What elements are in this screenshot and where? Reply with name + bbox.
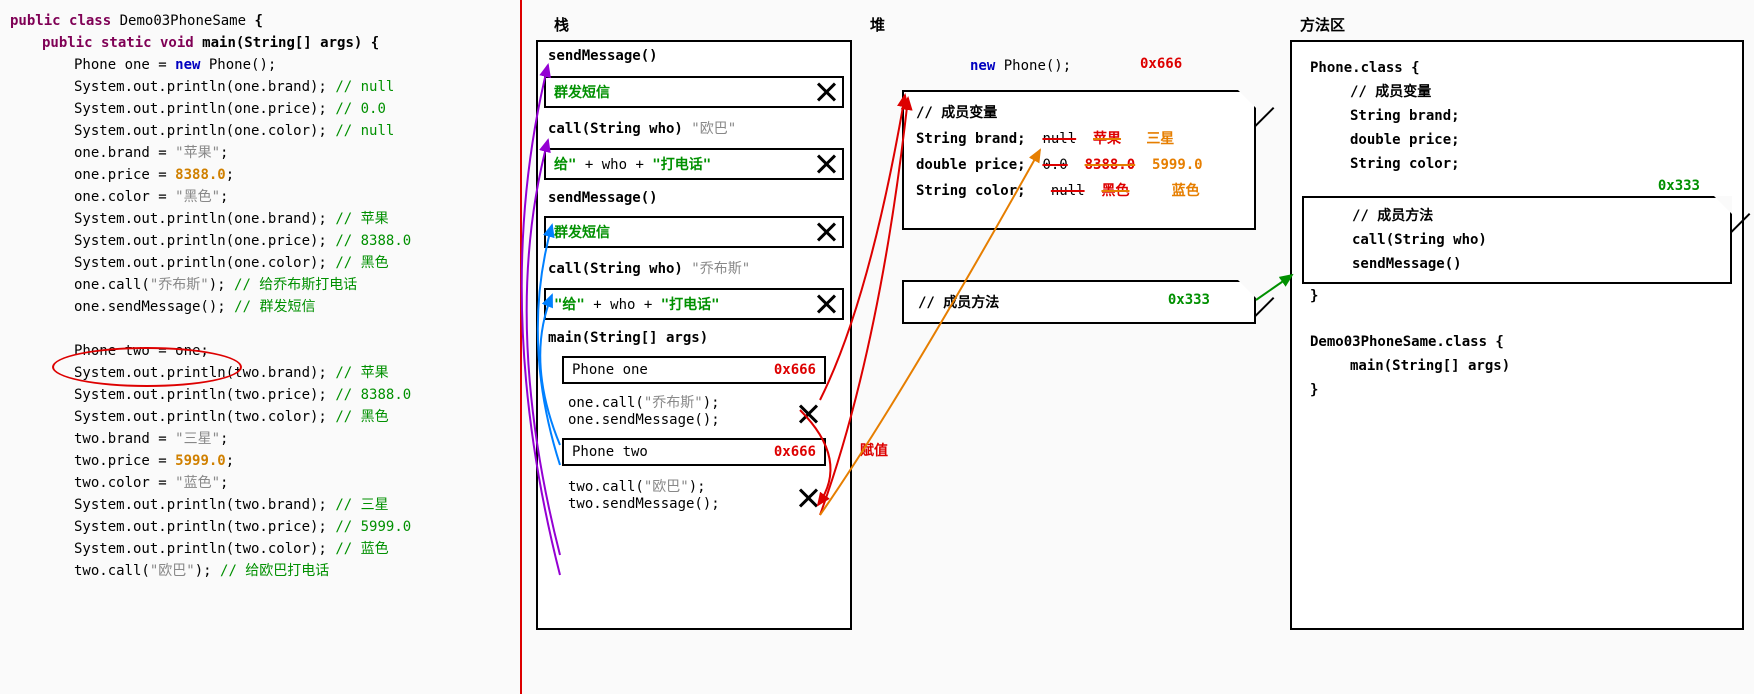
- cross-icon: [814, 292, 838, 316]
- code-line: System.out.println(two.price); // 8388.0: [10, 384, 520, 406]
- ma-line: }: [1310, 378, 1724, 402]
- var-box: Phone two0x666: [562, 438, 826, 466]
- method-subbox: // 成员方法0x333 call(String who) sendMessag…: [1302, 196, 1732, 284]
- code-line: two.color = "蓝色";: [10, 472, 520, 494]
- stack-frame-title: sendMessage(): [538, 186, 850, 210]
- code-line: one.call("乔布斯"); // 给乔布斯打电话: [10, 274, 520, 296]
- method-area-box: Phone.class { // 成员变量 String brand; doub…: [1290, 40, 1744, 630]
- class-header: Phone.class {: [1310, 56, 1724, 80]
- heap-field: double price; 0.0 8388.0 5999.0: [916, 152, 1242, 178]
- code-line: one.price = 8388.0;: [10, 164, 520, 186]
- cross-icon: [814, 220, 838, 244]
- code-line: one.brand = "苹果";: [10, 142, 520, 164]
- ma-line: call(String who): [1352, 228, 1722, 252]
- code-line: System.out.println(one.price); // 8388.0: [10, 230, 520, 252]
- ma-line: double price;: [1310, 128, 1724, 152]
- code-line: System.out.println(one.price); // 0.0: [10, 98, 520, 120]
- ma-line: main(String[] args): [1310, 354, 1724, 378]
- method-address: 0x333: [1168, 292, 1210, 308]
- call-line: one.sendMessage();: [538, 412, 850, 432]
- code-line: System.out.println(one.brand); // 苹果: [10, 208, 520, 230]
- ma-line: String brand;: [1310, 104, 1724, 128]
- source-code: public class Demo03PhoneSame { public st…: [0, 0, 520, 694]
- stack-frame-body: 给" + who + "打电话": [544, 148, 844, 180]
- code-line: System.out.println(one.color); // null: [10, 120, 520, 142]
- stack-frame-title: sendMessage(): [538, 42, 850, 70]
- code-line: public class Demo03PhoneSame {: [10, 10, 520, 32]
- heap-object-box: // 成员变量 String brand; null 苹果 三星 double …: [902, 90, 1256, 230]
- heap-label: 堆: [870, 14, 885, 35]
- code-line: System.out.println(one.brand); // null: [10, 76, 520, 98]
- stack-frame-title: call(String who) "乔布斯": [538, 254, 850, 282]
- code-line: System.out.println(two.brand); // 三星: [10, 494, 520, 516]
- heap-field: String brand; null 苹果 三星: [916, 126, 1242, 152]
- var-box: Phone one0x666: [562, 356, 826, 384]
- ma-line: sendMessage(): [1352, 252, 1722, 276]
- stack-box: sendMessage() 群发短信 call(String who) "欧巴"…: [536, 40, 852, 630]
- heap-address: 0x666: [1140, 56, 1182, 72]
- cross-icon: [796, 402, 820, 426]
- stack-frame-title: call(String who) "欧巴": [538, 114, 850, 142]
- cross-icon: [814, 152, 838, 176]
- code-line: System.out.println(two.brand); // 苹果: [10, 362, 520, 384]
- member-var-label: // 成员变量: [916, 100, 1242, 126]
- heap-field: String color; null 黑色 蓝色: [916, 178, 1242, 204]
- member-method-label: // 成员方法: [918, 295, 999, 311]
- assign-label: 赋值: [860, 440, 888, 460]
- heap-method-box: // 成员方法 0x333: [902, 280, 1256, 324]
- class-header: Demo03PhoneSame.class {: [1310, 330, 1724, 354]
- main-frame-title: main(String[] args): [538, 326, 850, 350]
- cross-icon: [796, 486, 820, 510]
- ma-line: }: [1310, 284, 1724, 308]
- cross-icon: [814, 80, 838, 104]
- code-line: System.out.println(two.price); // 5999.0: [10, 516, 520, 538]
- stack-frame-body: 群发短信: [544, 76, 844, 108]
- heap-new-label: new Phone();: [970, 58, 1071, 74]
- ma-line: String color;: [1310, 152, 1724, 176]
- ma-line: // 成员方法0x333: [1352, 204, 1722, 228]
- code-line: public static void main(String[] args) {: [10, 32, 520, 54]
- code-line: System.out.println(two.color); // 蓝色: [10, 538, 520, 560]
- stack-frame-body: 群发短信: [544, 216, 844, 248]
- divider: [520, 0, 522, 694]
- call-line: two.sendMessage();: [538, 496, 850, 516]
- code-line: System.out.println(two.color); // 黑色: [10, 406, 520, 428]
- code-line: two.price = 5999.0;: [10, 450, 520, 472]
- stack-frame-body: "给" + who + "打电话": [544, 288, 844, 320]
- code-line: System.out.println(one.color); // 黑色: [10, 252, 520, 274]
- ma-line: // 成员变量: [1310, 80, 1724, 104]
- code-line: two.brand = "三星";: [10, 428, 520, 450]
- code-line: two.call("欧巴"); // 给欧巴打电话: [10, 560, 520, 582]
- stack-label: 栈: [554, 14, 569, 35]
- code-line: one.sendMessage(); // 群发短信: [10, 296, 520, 318]
- method-area-label: 方法区: [1300, 14, 1345, 35]
- code-line: Phone two = one;: [10, 340, 520, 362]
- code-line: Phone one = new Phone();: [10, 54, 520, 76]
- code-line: one.color = "黑色";: [10, 186, 520, 208]
